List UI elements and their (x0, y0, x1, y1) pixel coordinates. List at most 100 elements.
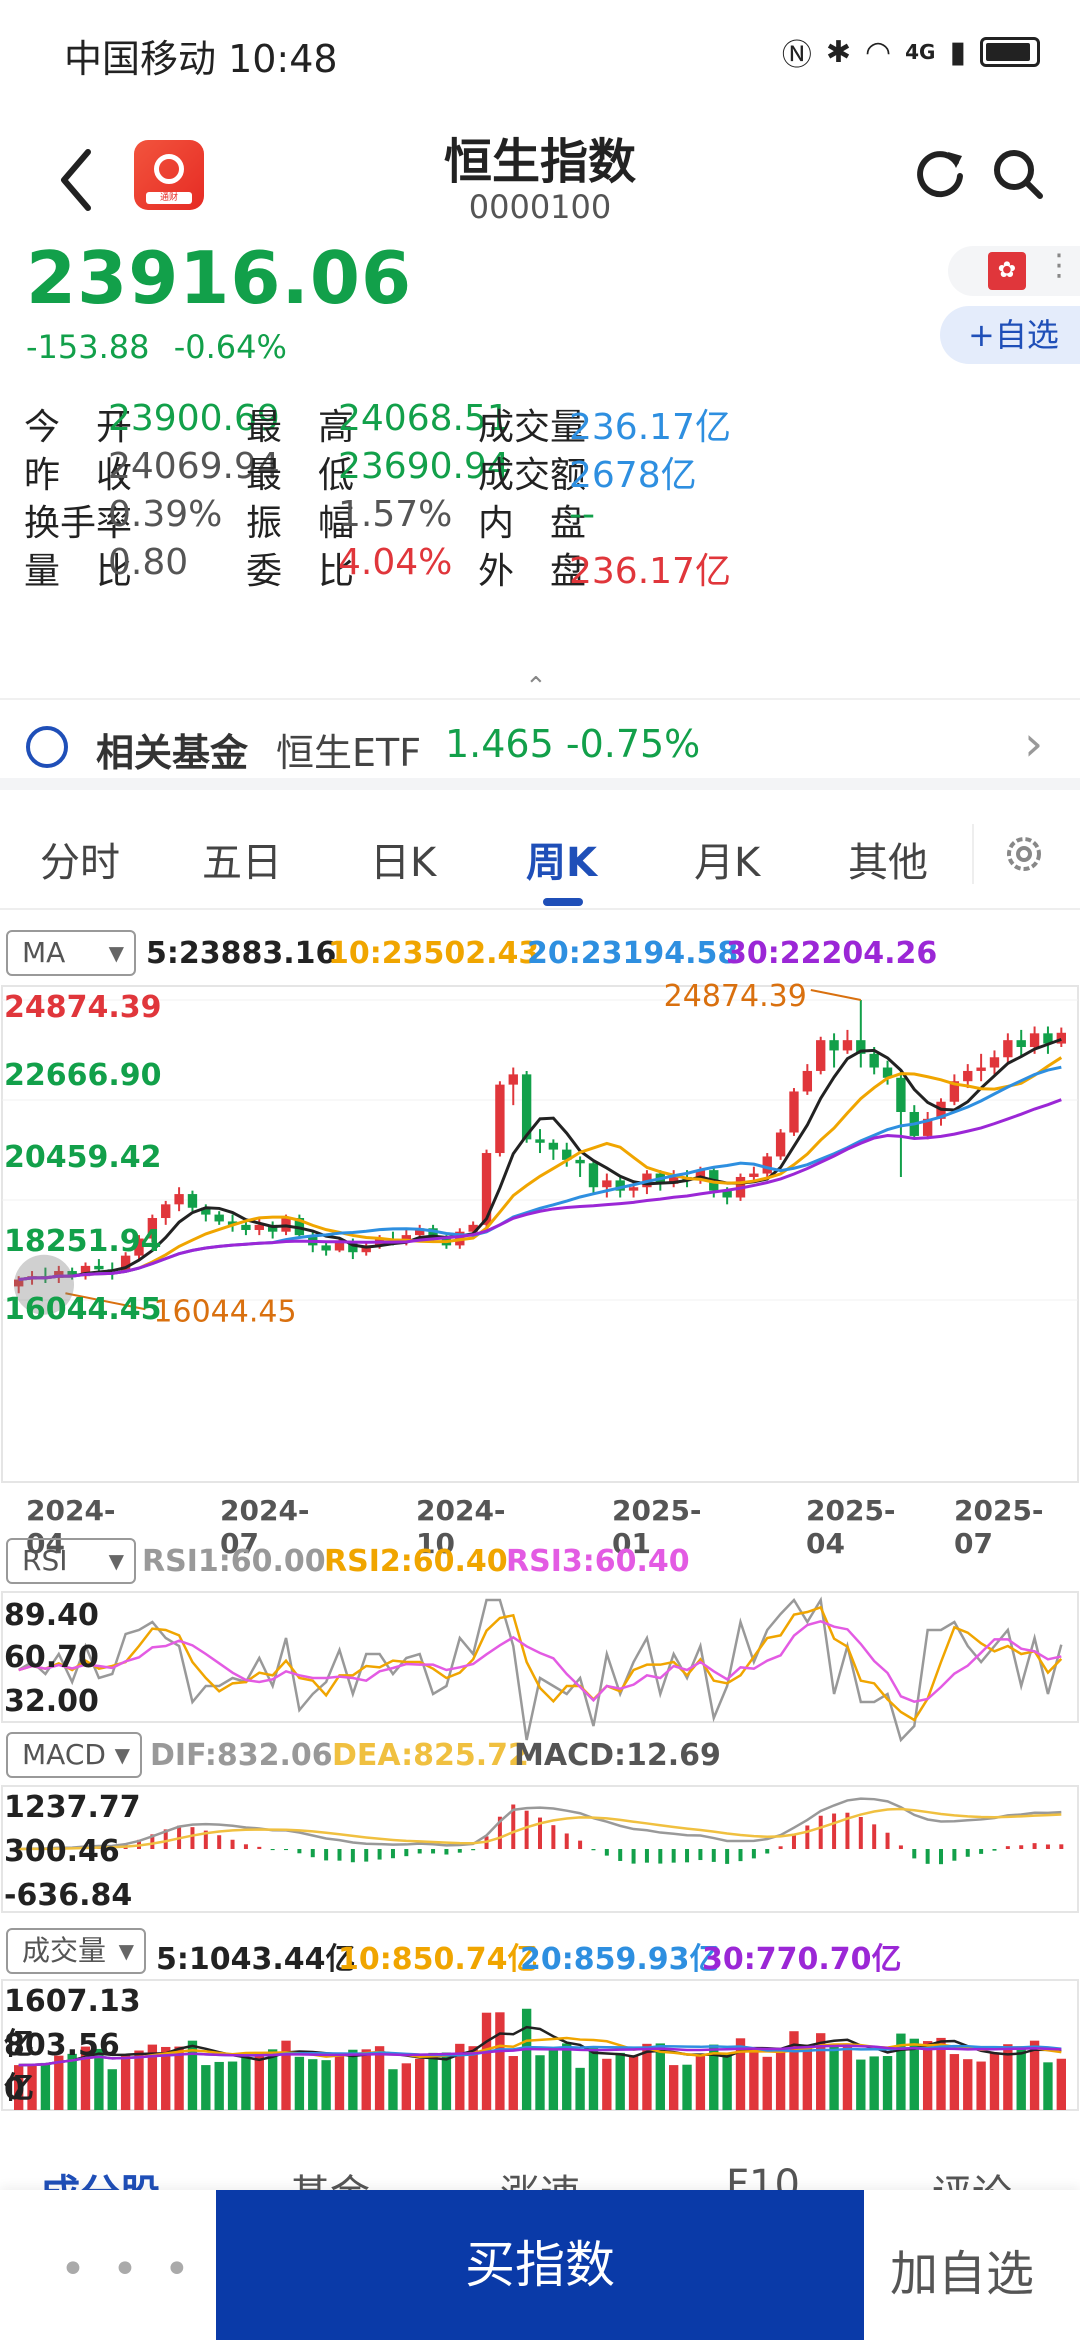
volume-bar (869, 2056, 879, 2110)
volume-bar (562, 2043, 572, 2110)
volume-bar (481, 2012, 492, 2110)
stat-value: 23900.69 (108, 398, 280, 439)
current-price: 23916.06 (26, 236, 413, 320)
market-flag-box[interactable]: ✿ ⋮ (948, 246, 1080, 296)
macd_row-item: DIF:832.06 (150, 1738, 333, 1773)
more-vertical-icon[interactable]: ⋮ (1044, 248, 1074, 283)
buy-index-button[interactable]: 买指数 (216, 2190, 864, 2340)
stat-label: 最 低 (246, 455, 355, 496)
tab-monthly-k[interactable]: 月K (694, 840, 761, 886)
x-axis-label: 2024-10 (416, 1494, 506, 1560)
y-axis-label: 22666.90 (4, 1058, 162, 1093)
candle-body (348, 1241, 358, 1253)
macd-selector[interactable]: MACD ▼ (6, 1732, 142, 1778)
app-logo[interactable]: 通财 (134, 140, 204, 210)
candle-body (120, 1255, 131, 1272)
candle-body (428, 1228, 438, 1239)
bluetooth-icon: ✱ (825, 34, 851, 70)
ma-line-30 (18, 1098, 1062, 1282)
volume-selector[interactable]: 成交量 ▼ (6, 1928, 146, 1974)
volume-bar (388, 2069, 398, 2110)
dea-line (18, 1807, 1062, 1851)
add-watchlist-button[interactable]: +自选 (940, 306, 1080, 364)
volume-chart[interactable] (1, 1979, 1079, 2111)
volume-bar (348, 2049, 358, 2110)
stat-label: 换手率 (24, 503, 133, 544)
min-label: 16044.45 (153, 1294, 296, 1329)
stat-value: 4.04% (338, 542, 453, 583)
ma_row-item: 5:23883.16 (146, 936, 337, 971)
subtab-comments[interactable]: 评论 (932, 2162, 1012, 2190)
x-axis-label: 2024-04 (26, 1494, 116, 1560)
macd-chart[interactable] (1, 1785, 1079, 1913)
stat-value: 236.17亿 (569, 407, 731, 448)
bottom-subtabs: 成分股 基金 涨速 F10 评论 (0, 2130, 1080, 2190)
ma_row-item: 10:23502.43 (328, 936, 540, 971)
volume-bar (455, 2043, 465, 2110)
subtab-f10[interactable]: F10 (726, 2162, 800, 2190)
search-button[interactable] (990, 146, 1046, 202)
candle-body (134, 1238, 144, 1256)
volume-bar (441, 2052, 452, 2110)
volume-bar (428, 2052, 438, 2110)
volume-bar (40, 2062, 51, 2110)
volume-bar (174, 2046, 184, 2110)
tab-other[interactable]: 其他 (848, 840, 928, 886)
candle-body (615, 1180, 625, 1191)
refresh-button[interactable] (912, 146, 968, 202)
candle-body (749, 1173, 759, 1177)
candle-body (869, 1053, 879, 1068)
volume-bar (936, 2037, 946, 2110)
candle-body (241, 1224, 251, 1230)
tab-weekly-k[interactable]: 周K (526, 840, 597, 886)
kline-chart[interactable]: 24874.39 16044.45 (1, 979, 1079, 1516)
carrier-time: 中国移动 10:48 (64, 37, 338, 81)
volume-bar (588, 2048, 599, 2110)
subtab-constituents[interactable]: 成分股 (40, 2162, 160, 2190)
volume-bar (762, 2056, 772, 2110)
tab-daily-k[interactable]: 日K (370, 840, 437, 886)
related-fund-bar[interactable]: 相关基金 恒生ETF 1.465 -0.75% › (0, 698, 1080, 790)
more-button[interactable]: • • • (60, 2244, 196, 2295)
volume-bar (468, 2046, 478, 2110)
volume-bar (628, 2055, 639, 2110)
candle-body (521, 1074, 532, 1140)
candle-body (415, 1228, 425, 1236)
candle-body (94, 1265, 104, 1270)
volume-bar (147, 2044, 158, 2110)
chart-settings-button[interactable] (1000, 830, 1048, 878)
back-arrow-icon (61, 149, 91, 211)
volume-bar (548, 2049, 559, 2110)
rsi-line-3 (18, 1620, 1062, 1703)
back-button[interactable] (50, 140, 110, 220)
page-title: 恒生指数 (443, 134, 636, 190)
tab-time-share[interactable]: 分时 (40, 840, 120, 886)
rsi-chart[interactable] (1, 1591, 1079, 1743)
volume-bar (775, 2048, 786, 2110)
candle-body (562, 1149, 572, 1160)
volume-bar (842, 2043, 853, 2110)
candle-body (548, 1142, 559, 1150)
candle-body (722, 1190, 732, 1198)
volume-bar (922, 2041, 933, 2110)
candle-body (254, 1224, 264, 1230)
stat-label: 成交额 (478, 455, 587, 496)
rsi-selector-label: RSI (22, 1544, 68, 1577)
rsi-y-label: 89.40 (4, 1598, 99, 1633)
rsi-selector[interactable]: RSI ▼ (6, 1538, 136, 1584)
subtab-funds[interactable]: 基金 (290, 2162, 370, 2190)
volume-bar (334, 2054, 345, 2110)
subtab-speed[interactable]: 涨速 (500, 2162, 580, 2190)
collapse-chevron-icon[interactable]: ⌃ (525, 672, 547, 702)
ma-selector[interactable]: MA ▼ (6, 930, 136, 976)
candle-body (174, 1194, 184, 1205)
volume-bar (722, 2052, 732, 2110)
add-watchlist-bottom-button[interactable]: 加自选 (890, 2246, 1035, 2302)
tab-five-day[interactable]: 五日 (202, 840, 282, 886)
chevron-right-icon[interactable]: › (1024, 716, 1044, 772)
x-axis-label: 2025-04 (806, 1494, 896, 1560)
volume-bar (54, 2055, 64, 2110)
ma_row-item: 30:22204.26 (726, 936, 938, 971)
volume-bar (94, 2048, 104, 2110)
vol-ma-line-5 (18, 2025, 1062, 2067)
